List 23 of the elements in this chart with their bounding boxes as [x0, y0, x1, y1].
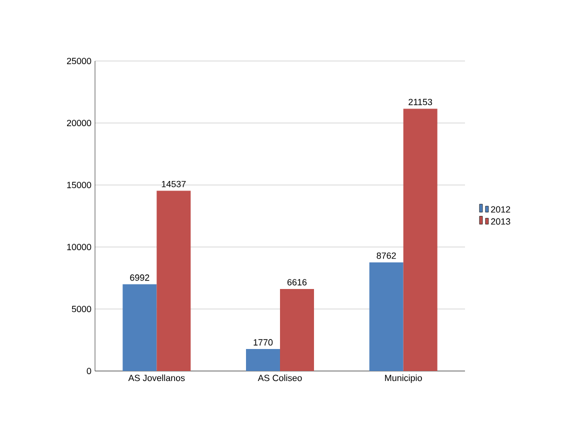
data-label: 6616	[287, 279, 307, 286]
x-tick-label: AS Jovellanos	[128, 374, 185, 382]
y-tick-label: 15000	[67, 182, 92, 188]
data-label: 14537	[162, 180, 186, 188]
bar	[403, 108, 438, 371]
legend-label: 2013	[491, 218, 510, 225]
y-tick-label: 20000	[67, 120, 92, 126]
y-tick-label: 25000	[67, 58, 92, 64]
data-label: 8762	[376, 252, 396, 259]
y-tick-label: 0	[86, 368, 92, 374]
bar	[280, 288, 314, 371]
bar	[122, 284, 157, 371]
x-tick-label: AS Coliseo	[258, 374, 302, 382]
data-label: 6992	[130, 274, 150, 281]
bar	[246, 349, 280, 371]
bar	[369, 262, 404, 371]
y-tick-label: 10000	[67, 244, 92, 250]
bar	[156, 190, 191, 371]
data-label: 21153	[408, 98, 432, 106]
data-label: 1770	[254, 339, 273, 346]
x-tick-label: Municipio	[385, 374, 422, 383]
y-tick-label: 5000	[72, 306, 92, 312]
legend-label: 2012	[491, 206, 510, 213]
